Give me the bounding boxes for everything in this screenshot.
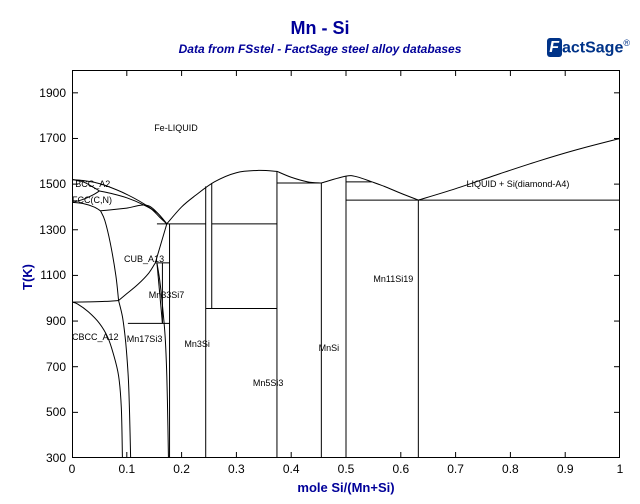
y-tick-label: 1100 bbox=[40, 268, 66, 282]
factsage-logo: FactSage® bbox=[547, 38, 630, 57]
phase-label: Mn5Si3 bbox=[253, 378, 284, 388]
x-tick-label: 0.4 bbox=[281, 462, 301, 476]
logo-rest: actSage bbox=[562, 39, 623, 56]
y-tick-label: 700 bbox=[46, 360, 66, 374]
chart-title: Mn - Si bbox=[0, 18, 640, 39]
phase-label: Fe-LIQUID bbox=[154, 123, 198, 133]
phase-label: Mn17Si3 bbox=[127, 334, 163, 344]
phase-label: LIQUID + Si(diamond-A4) bbox=[467, 179, 570, 189]
phase-label: Mn3Si bbox=[184, 339, 210, 349]
phase-label: Mn11Si19 bbox=[373, 274, 413, 284]
chart-subtitle: Data from FSstel - FactSage steel alloy … bbox=[0, 42, 640, 56]
x-tick-label: 0.7 bbox=[446, 462, 466, 476]
y-tick-label: 1500 bbox=[39, 177, 66, 191]
x-tick-label: 0.9 bbox=[555, 462, 575, 476]
y-tick-label: 1700 bbox=[39, 131, 66, 145]
x-tick-label: 0.6 bbox=[391, 462, 411, 476]
y-tick-label: 1900 bbox=[39, 86, 66, 100]
phase-label: FCC(C,N) bbox=[72, 195, 112, 205]
phase-label: Mn33Si7 bbox=[149, 290, 185, 300]
phase-label: MnSi bbox=[319, 343, 340, 353]
x-tick-label: 0.3 bbox=[226, 462, 246, 476]
x-tick-label: 0.8 bbox=[500, 462, 520, 476]
y-tick-label: 300 bbox=[46, 451, 66, 465]
x-tick-label: 1 bbox=[610, 462, 630, 476]
phase-label: CBCC_A12 bbox=[72, 332, 119, 342]
x-axis-label: mole Si/(Mn+Si) bbox=[72, 480, 620, 495]
y-tick-label: 1300 bbox=[39, 223, 66, 237]
logo-reg: ® bbox=[623, 38, 630, 48]
y-tick-label: 900 bbox=[46, 314, 66, 328]
phase-label: CUB_A13 bbox=[124, 254, 164, 264]
phase-label: BCC_A2 bbox=[75, 179, 110, 189]
x-tick-label: 0.5 bbox=[336, 462, 356, 476]
x-tick-label: 0.2 bbox=[172, 462, 192, 476]
x-tick-label: 0.1 bbox=[117, 462, 137, 476]
y-axis-label: T(K) bbox=[20, 264, 35, 290]
y-tick-label: 500 bbox=[46, 405, 66, 419]
logo-fact-f: F bbox=[547, 38, 562, 57]
